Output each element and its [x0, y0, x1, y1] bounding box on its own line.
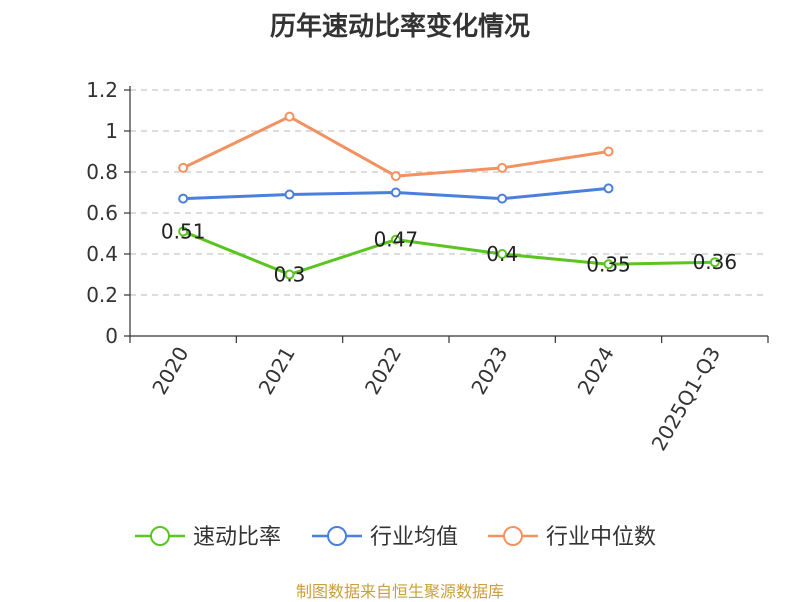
legend-marker [150, 526, 170, 546]
data-label: 0.3 [274, 263, 306, 287]
chart-title: 历年速动比率变化情况 [269, 12, 530, 42]
data-point [709, 257, 720, 268]
legend-marker [503, 526, 523, 546]
series-group [178, 111, 720, 280]
data-point [603, 259, 614, 270]
y-tick-label: 1 [105, 119, 118, 143]
x-tick-label: 2023 [466, 342, 512, 398]
data-point [178, 162, 189, 173]
data-point [497, 162, 508, 173]
legend-marker [327, 526, 347, 546]
series-line [182, 115, 609, 178]
series-line [182, 230, 715, 276]
x-tick-label: 2025Q1-Q3 [646, 343, 725, 455]
data-point [390, 234, 401, 245]
x-tick-label: 2022 [360, 343, 406, 399]
data-label: 0.36 [693, 250, 738, 274]
data-point [284, 111, 295, 122]
legend: 速动比率 行业均值 行业中位数 [135, 525, 656, 550]
legend-label: 行业中位数 [546, 525, 656, 550]
y-tick-label: 1.2 [86, 78, 118, 102]
data-point [497, 249, 508, 259]
data-point [178, 193, 189, 204]
data-point [284, 269, 295, 280]
data-point [390, 187, 401, 198]
data-point [603, 183, 614, 194]
y-tick-label: 0.4 [86, 242, 118, 266]
x-tick-label: 2021 [254, 343, 300, 399]
y-tick-label: 0.2 [86, 283, 118, 307]
data-label: 0.47 [374, 228, 419, 252]
data-point [497, 193, 508, 204]
x-tick-label: 2024 [573, 343, 619, 399]
y-tick-label: 0 [105, 324, 118, 348]
data-point [178, 226, 189, 237]
x-tick-label: 2020 [147, 343, 193, 399]
data-point [284, 189, 295, 200]
data-label: 0.51 [161, 219, 206, 243]
y-tick-label: 0.8 [86, 160, 118, 184]
source-note: 制图数据来自恒生聚源数据库 [295, 582, 504, 601]
legend-label: 行业均值 [370, 525, 458, 550]
y-tick-label: 0.6 [86, 201, 118, 225]
data-point [390, 171, 401, 182]
data-labels: 0.51 0.3 0.47 0.4 0.35 0.36 [161, 219, 737, 286]
data-point [603, 146, 614, 157]
data-label: 0.35 [586, 252, 631, 276]
legend-label: 速动比率 [193, 525, 281, 550]
data-label: 0.4 [486, 242, 518, 266]
axes: 0 0.2 0.4 0.6 0.8 1 1.2 2020 2021 2022 2023 2024 202… [86, 78, 769, 455]
